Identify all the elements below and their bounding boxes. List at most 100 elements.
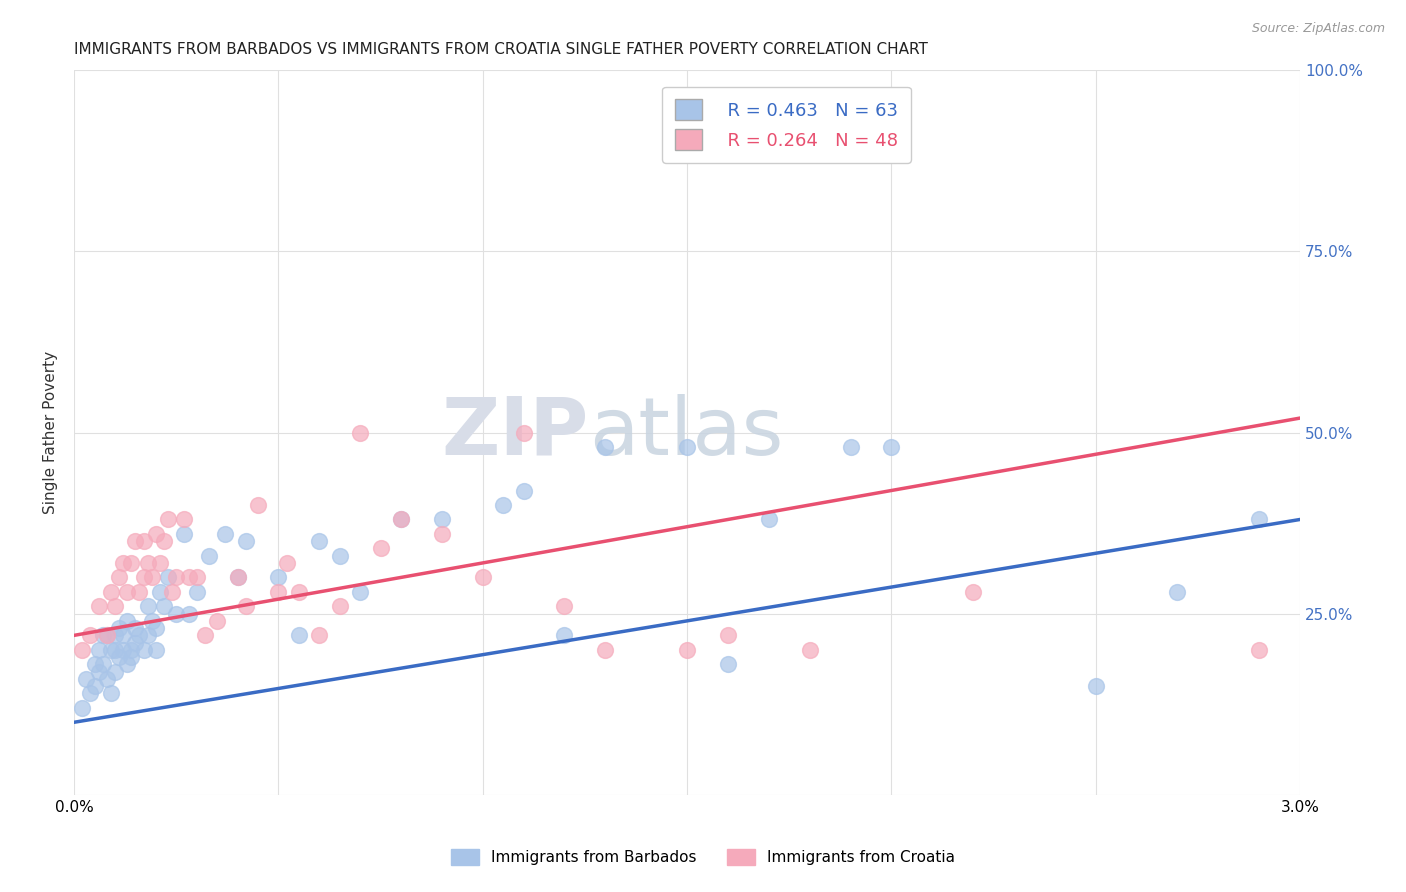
- Point: [124, 534, 146, 549]
- Point: [124, 621, 146, 635]
- Point: [72, 700, 94, 714]
- Point: [492, 498, 515, 512]
- Point: [132, 643, 155, 657]
- Point: [120, 650, 142, 665]
- Point: [717, 657, 740, 672]
- Point: [115, 614, 138, 628]
- Point: [160, 585, 183, 599]
- Point: [1166, 585, 1188, 599]
- Point: [112, 628, 135, 642]
- Point: [799, 643, 821, 657]
- Point: [173, 527, 195, 541]
- Point: [83, 679, 105, 693]
- Point: [205, 614, 228, 628]
- Point: [349, 425, 371, 440]
- Point: [676, 440, 699, 454]
- Point: [165, 570, 187, 584]
- Point: [186, 570, 208, 584]
- Point: [389, 512, 412, 526]
- Point: [104, 643, 127, 657]
- Point: [880, 440, 903, 454]
- Point: [288, 628, 311, 642]
- Point: [389, 512, 412, 526]
- Point: [145, 643, 167, 657]
- Point: [308, 628, 330, 642]
- Point: [235, 599, 257, 614]
- Point: [267, 585, 290, 599]
- Point: [100, 643, 122, 657]
- Point: [214, 527, 236, 541]
- Point: [173, 512, 195, 526]
- Point: [87, 643, 110, 657]
- Point: [512, 425, 534, 440]
- Point: [153, 534, 176, 549]
- Point: [145, 527, 167, 541]
- Point: [149, 585, 172, 599]
- Point: [276, 556, 298, 570]
- Point: [165, 607, 187, 621]
- Point: [226, 570, 249, 584]
- Point: [112, 556, 135, 570]
- Point: [512, 483, 534, 498]
- Point: [288, 585, 311, 599]
- Point: [553, 628, 575, 642]
- Point: [104, 665, 127, 679]
- Point: [553, 599, 575, 614]
- Point: [72, 643, 94, 657]
- Point: [370, 541, 392, 556]
- Point: [104, 599, 127, 614]
- Point: [758, 512, 780, 526]
- Point: [329, 549, 352, 563]
- Point: [79, 628, 101, 642]
- Point: [246, 498, 269, 512]
- Point: [96, 672, 118, 686]
- Point: [717, 628, 740, 642]
- Point: [128, 628, 150, 642]
- Point: [308, 534, 330, 549]
- Point: [595, 643, 617, 657]
- Point: [87, 665, 110, 679]
- Point: [595, 440, 617, 454]
- Point: [194, 628, 217, 642]
- Point: [177, 570, 200, 584]
- Point: [1084, 679, 1107, 693]
- Point: [430, 512, 453, 526]
- Point: [962, 585, 984, 599]
- Legend:   R = 0.463   N = 63,   R = 0.264   N = 48: R = 0.463 N = 63, R = 0.264 N = 48: [662, 87, 911, 162]
- Point: [186, 585, 208, 599]
- Text: atlas: atlas: [589, 393, 783, 472]
- Point: [145, 621, 167, 635]
- Point: [839, 440, 862, 454]
- Point: [100, 686, 122, 700]
- Point: [136, 599, 159, 614]
- Point: [157, 570, 180, 584]
- Point: [136, 628, 159, 642]
- Point: [349, 585, 371, 599]
- Legend: Immigrants from Barbados, Immigrants from Croatia: Immigrants from Barbados, Immigrants fro…: [446, 843, 960, 871]
- Text: Source: ZipAtlas.com: Source: ZipAtlas.com: [1251, 22, 1385, 36]
- Point: [115, 657, 138, 672]
- Point: [141, 614, 163, 628]
- Point: [157, 512, 180, 526]
- Point: [198, 549, 221, 563]
- Point: [471, 570, 494, 584]
- Point: [108, 570, 131, 584]
- Point: [132, 570, 155, 584]
- Point: [115, 585, 138, 599]
- Point: [149, 556, 172, 570]
- Point: [267, 570, 290, 584]
- Point: [87, 599, 110, 614]
- Point: [1249, 643, 1271, 657]
- Point: [141, 570, 163, 584]
- Text: IMMIGRANTS FROM BARBADOS VS IMMIGRANTS FROM CROATIA SINGLE FATHER POVERTY CORREL: IMMIGRANTS FROM BARBADOS VS IMMIGRANTS F…: [75, 42, 928, 57]
- Point: [676, 643, 699, 657]
- Point: [120, 556, 142, 570]
- Point: [1249, 512, 1271, 526]
- Point: [120, 643, 142, 657]
- Point: [100, 585, 122, 599]
- Point: [79, 686, 101, 700]
- Point: [124, 635, 146, 649]
- Point: [136, 556, 159, 570]
- Y-axis label: Single Father Poverty: Single Father Poverty: [44, 351, 58, 514]
- Point: [128, 585, 150, 599]
